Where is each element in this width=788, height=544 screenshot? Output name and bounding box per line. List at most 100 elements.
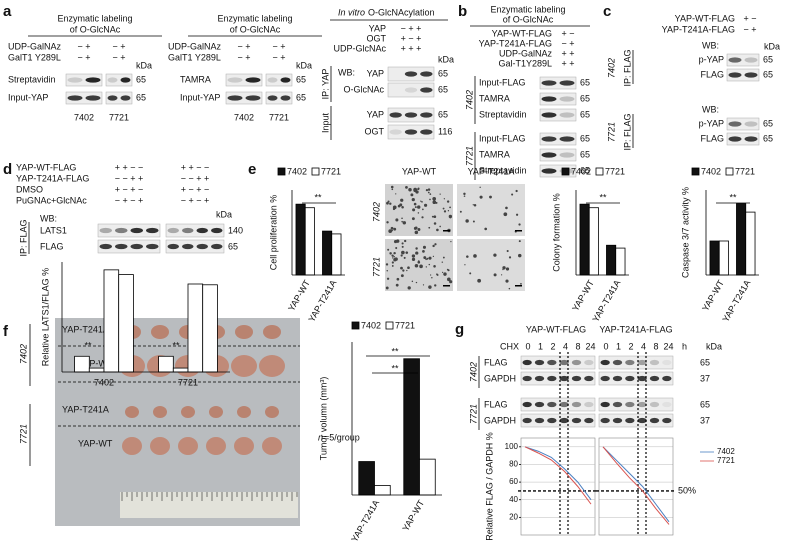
colony — [385, 286, 389, 290]
band — [662, 359, 672, 366]
band — [404, 129, 418, 135]
band — [547, 359, 557, 366]
condition-label: UDP-GalNAz — [168, 41, 222, 51]
ruler — [120, 492, 298, 518]
band — [612, 417, 623, 424]
blot — [97, 239, 161, 254]
colony — [508, 287, 511, 290]
colony — [493, 253, 497, 257]
colony — [469, 272, 472, 275]
band — [649, 417, 660, 424]
colony — [443, 210, 447, 213]
blot-label: GAPDH — [484, 373, 516, 383]
bar — [331, 233, 342, 276]
colony — [447, 277, 451, 282]
colony — [465, 219, 469, 223]
kda-label: kDa — [438, 54, 454, 64]
colony — [463, 192, 466, 196]
band — [389, 129, 402, 135]
colony — [415, 281, 418, 284]
band — [245, 77, 261, 83]
bar — [358, 461, 375, 496]
condition-signs: − + — [561, 38, 574, 48]
colony — [403, 239, 407, 243]
colony — [414, 230, 419, 235]
colony — [508, 256, 512, 259]
colony — [515, 213, 519, 216]
scale-bar — [443, 285, 450, 287]
band — [420, 71, 433, 77]
blot — [105, 91, 133, 105]
colony — [386, 201, 389, 205]
band — [559, 112, 575, 118]
wb-label: WB: — [702, 104, 719, 114]
band — [146, 227, 159, 234]
panel-letter: e — [248, 161, 256, 178]
bar — [295, 203, 306, 276]
kda-value: 65 — [763, 54, 773, 64]
colony — [432, 255, 435, 257]
band — [107, 77, 118, 83]
colony — [428, 256, 432, 260]
condition-label: UDP-GlcNAc — [333, 43, 386, 53]
condition-signs: − + — [272, 52, 285, 62]
kda-value: 65 — [580, 109, 590, 119]
panel-letter: b — [458, 3, 467, 20]
band — [115, 243, 128, 250]
blot-label: TAMRA — [180, 74, 211, 84]
panel-title: of O-GlcNAc — [503, 14, 554, 24]
colony — [473, 254, 477, 258]
colony — [500, 274, 503, 276]
condition-signs: − + — [272, 41, 285, 51]
input-label: Input — [320, 112, 330, 133]
time-label: 8 — [653, 341, 658, 351]
colony — [463, 195, 466, 197]
band — [637, 359, 647, 366]
plot-frame — [520, 437, 596, 536]
colony — [407, 266, 410, 270]
bar — [187, 283, 204, 373]
band — [728, 136, 742, 142]
band — [571, 359, 582, 366]
blot-label: YAP — [367, 68, 384, 78]
colony — [421, 216, 424, 219]
time-label: 2 — [550, 341, 555, 351]
band — [196, 227, 208, 234]
blot — [726, 53, 760, 67]
bar — [718, 240, 729, 276]
band — [625, 359, 635, 366]
colony — [441, 271, 444, 274]
blot — [539, 76, 577, 90]
kda-value: 65 — [763, 69, 773, 79]
x-tick-label: 7721 — [178, 377, 198, 387]
band — [85, 77, 101, 83]
band — [584, 375, 594, 382]
colony — [385, 263, 389, 266]
band — [559, 375, 569, 382]
colony — [425, 258, 427, 261]
condition-label: GalT1 Y289L — [168, 52, 221, 62]
tumor — [206, 437, 226, 455]
kda-value: 65 — [136, 92, 146, 102]
colony — [390, 185, 394, 189]
colony — [433, 222, 437, 225]
blot — [265, 73, 293, 87]
condition-signs: + + + — [401, 43, 422, 53]
cell-line: 7721 — [468, 404, 478, 424]
bar — [304, 207, 315, 276]
band — [182, 227, 194, 234]
colony — [408, 187, 412, 192]
kda-value: 65 — [296, 74, 306, 84]
colony — [392, 207, 396, 211]
condition-label: YAP-WT-FLAG — [16, 162, 76, 172]
condition-signs: + + — [561, 48, 574, 58]
colony — [426, 257, 429, 260]
blot-label: O-GlcNAc — [344, 84, 385, 94]
colony-image — [457, 184, 525, 236]
legend-label: 7721 — [605, 166, 625, 176]
colony — [429, 198, 431, 201]
condition-label: UDP-GalNAz — [8, 41, 62, 51]
tumor — [263, 325, 281, 339]
band — [744, 72, 758, 78]
cell-line: 7402 — [234, 112, 254, 122]
